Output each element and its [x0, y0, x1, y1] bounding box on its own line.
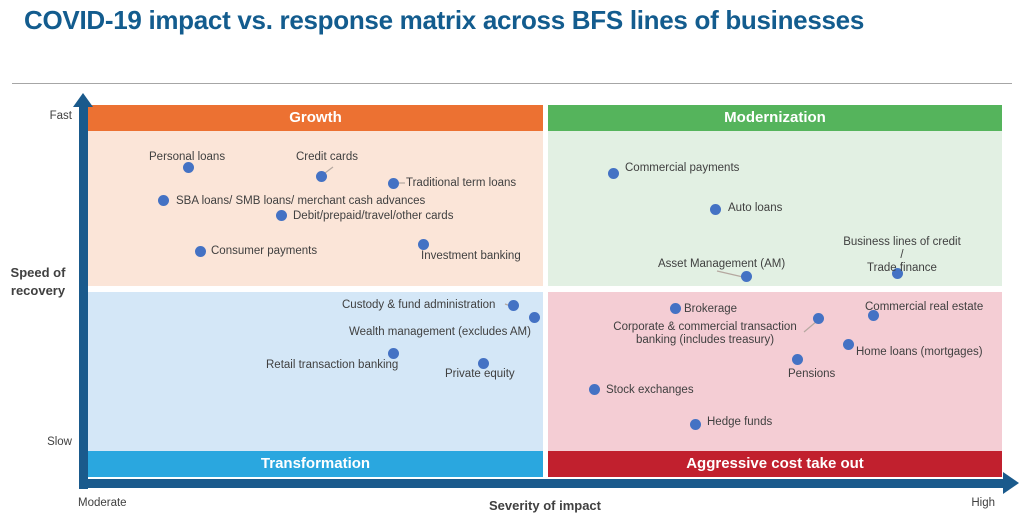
data-point-label: Pensions [788, 368, 836, 380]
data-point-label: Home loans (mortgages) [856, 346, 983, 358]
data-point-dot [690, 419, 702, 431]
data-point-dot [608, 167, 620, 179]
data-point-label: Personal loans [149, 151, 226, 163]
quadrant-aggressive-cost-take-out-header: Aggressive cost take out [548, 451, 1002, 477]
data-point-dot [158, 195, 170, 207]
data-point-dot [315, 170, 327, 182]
page-title: COVID-19 impact vs. response matrix acro… [24, 5, 864, 35]
data-point-label: Investment banking [421, 250, 521, 262]
data-point-label: Auto loans [728, 202, 783, 214]
data-point-label: Corporate & commercial transaction banki… [613, 321, 797, 346]
x-axis-min-label: Moderate [78, 497, 127, 509]
y-axis-min-label: Slow [47, 436, 72, 448]
quadrant-aggressive-cost-take-out: Aggressive cost take out [548, 292, 1002, 477]
x-axis-max-label: High [971, 497, 995, 509]
data-point-dot [670, 303, 682, 315]
data-point-dot [387, 347, 399, 359]
data-point-dot [791, 354, 803, 366]
data-point-dot [741, 271, 753, 283]
x-axis-arrowhead-icon [1003, 472, 1019, 494]
data-point-label: Debit/prepaid/travel/other cards [293, 210, 454, 222]
x-axis-title: Severity of impact [489, 498, 601, 513]
data-point-dot [276, 210, 288, 222]
quadrant-modernization: Modernization [548, 105, 1002, 286]
data-point-label: Business lines of credit / Trade finance [843, 236, 961, 274]
data-point-label: Stock exchanges [606, 384, 694, 396]
data-point-dot [528, 311, 540, 323]
quadrant-transformation-header: Transformation [88, 451, 543, 477]
y-axis-line [79, 106, 88, 489]
data-point-dot [812, 313, 824, 325]
quadrant-modernization-header: Modernization [548, 105, 1002, 131]
data-point-label: Private equity [445, 368, 515, 380]
data-point-label: Retail transaction banking [266, 359, 399, 371]
data-point-label: Commercial payments [625, 162, 740, 174]
data-point-dot [478, 357, 490, 369]
data-point-dot [892, 268, 904, 280]
data-point-dot [417, 238, 429, 250]
data-point-dot [842, 339, 854, 351]
quadrant-transformation: Transformation [88, 292, 543, 477]
data-point-label: Credit cards [296, 151, 358, 163]
data-point-label: Wealth management (excludes AM) [349, 326, 531, 338]
data-point-dot [710, 203, 722, 215]
data-point-label: Commercial real estate [865, 301, 984, 313]
title-divider [12, 83, 1012, 84]
data-point-label: Brokerage [684, 303, 738, 315]
data-point-label: Hedge funds [707, 416, 773, 428]
data-point-label: SBA loans/ SMB loans/ merchant cash adva… [176, 195, 426, 207]
data-point-dot [588, 384, 600, 396]
data-point-label: Consumer payments [211, 245, 318, 257]
data-point-dot [183, 162, 195, 174]
data-point-dot [194, 246, 206, 258]
y-axis-title: Speed of recovery [10, 265, 66, 298]
x-axis-line [79, 479, 1003, 488]
y-axis-max-label: Fast [49, 110, 72, 122]
data-point-label: Asset Management (AM) [658, 258, 786, 270]
y-axis-arrowhead-icon [73, 93, 93, 107]
data-point-label: Custody & fund administration [342, 299, 496, 311]
data-point-dot [508, 300, 520, 312]
data-point-dot [867, 310, 879, 322]
data-point-dot [387, 177, 399, 189]
data-point-label: Traditional term loans [406, 177, 517, 189]
quadrant-growth-header: Growth [88, 105, 543, 131]
